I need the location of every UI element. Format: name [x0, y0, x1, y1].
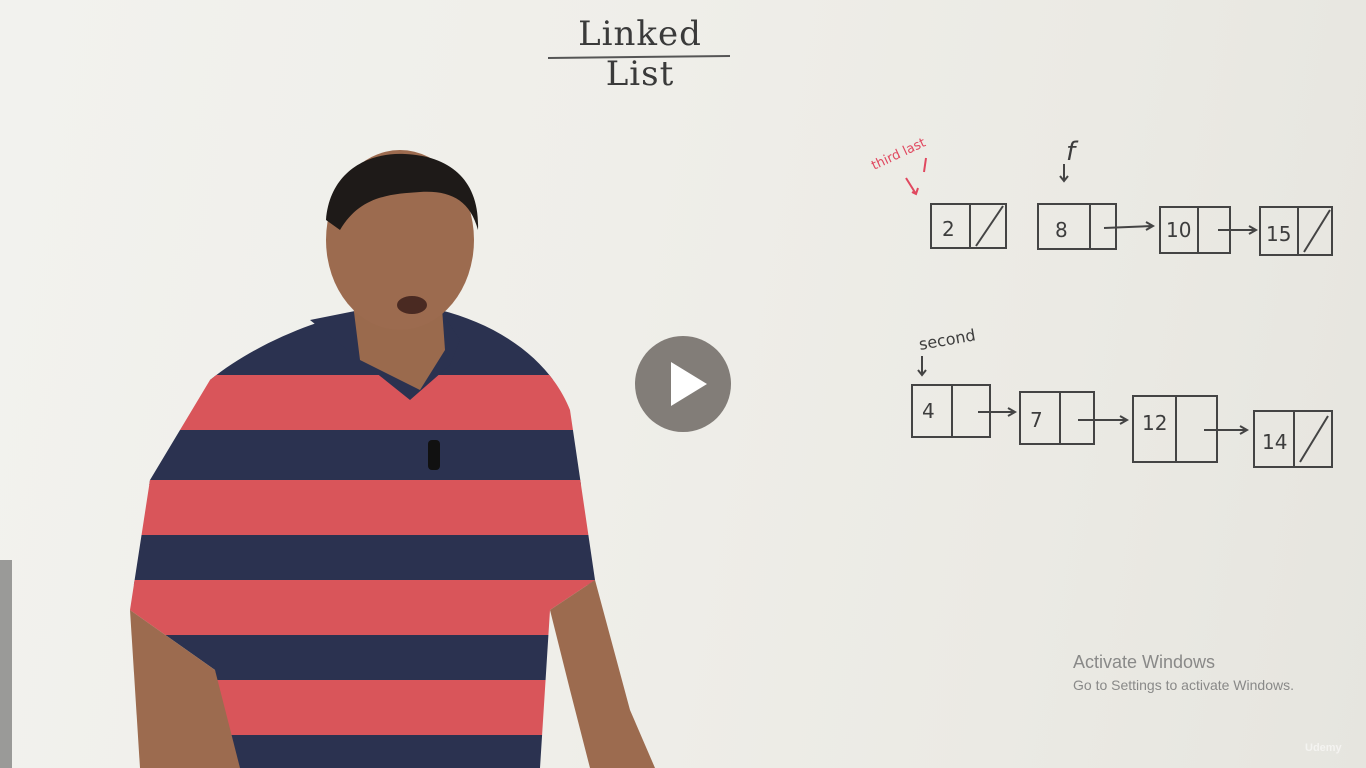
play-icon: [671, 362, 707, 406]
pointer-second-arrow: [917, 356, 927, 377]
node-2: 2: [930, 203, 1007, 249]
pointer-f-label: f: [1066, 137, 1079, 167]
watermark-title: Activate Windows: [1073, 652, 1216, 672]
node-value: 15: [1266, 222, 1291, 246]
pointer-second-label: second: [917, 325, 976, 354]
node-value: 8: [1055, 218, 1068, 242]
lapel-mic: [428, 440, 440, 470]
link-arrow: [1103, 221, 1156, 231]
node-15: 15: [1259, 206, 1333, 256]
node-14: 14: [1253, 410, 1333, 468]
striped-shirt: [130, 310, 595, 768]
annotation-text: third last: [869, 136, 928, 174]
node-7: 7: [1019, 391, 1095, 445]
board-edge: [0, 560, 12, 768]
link-arrow: [1204, 425, 1250, 435]
node-value: 7: [1030, 408, 1043, 432]
watermark-subtitle: Go to Settings to activate Windows.: [1073, 677, 1294, 693]
link-arrow: [1078, 415, 1130, 425]
link-arrow: [1218, 225, 1259, 235]
node-value: 2: [942, 217, 955, 241]
activate-windows-watermark: Activate Windows Go to Settings to activ…: [1073, 652, 1294, 693]
node-8: 8: [1037, 203, 1117, 250]
board-title: Linked List: [578, 14, 702, 94]
node-value: 10: [1166, 218, 1191, 242]
node-value: 14: [1262, 430, 1287, 454]
node-value: 12: [1142, 411, 1167, 435]
play-button[interactable]: [635, 336, 731, 432]
annotation-arrow-2: [923, 157, 927, 173]
annotation-arrow: [905, 177, 919, 196]
node-value: 4: [922, 399, 935, 423]
mouth: [397, 296, 427, 314]
pointer-f-arrow: [1059, 164, 1069, 183]
right-arm: [550, 580, 655, 768]
presenter: [130, 150, 655, 768]
hair: [326, 153, 479, 230]
udemy-logo: Udemy: [1305, 742, 1342, 754]
left-arm: [130, 610, 240, 768]
link-arrow: [978, 407, 1018, 417]
